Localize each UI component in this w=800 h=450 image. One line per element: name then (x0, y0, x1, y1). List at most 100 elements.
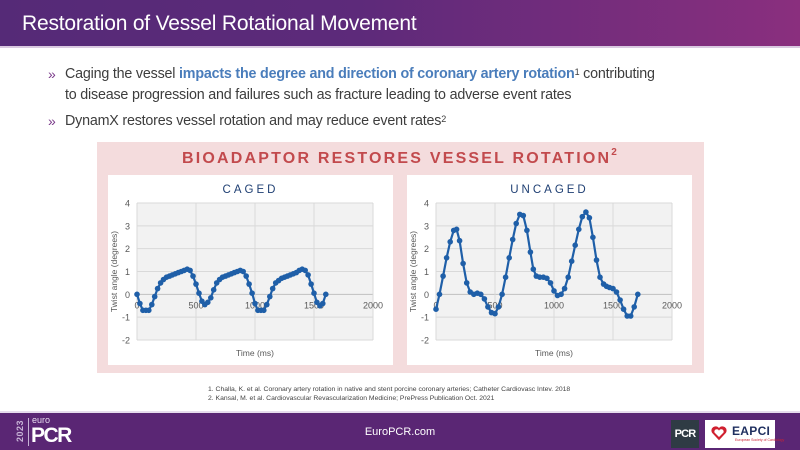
bullet-text: DynamX restores vessel rotation and may … (65, 111, 446, 132)
data-point (187, 267, 193, 274)
chart-title: CAGED (222, 184, 279, 196)
data-point (583, 209, 589, 215)
data-point (544, 275, 550, 282)
y-tick-label: -2 (122, 336, 130, 346)
chart-title: UNCAGED (510, 184, 589, 196)
footnote-ref: 2 (441, 114, 447, 124)
x-tick-label: 2000 (363, 300, 383, 310)
data-point (627, 313, 634, 319)
bullet-text-line2: to disease progression and failures such… (65, 87, 572, 103)
data-point (146, 307, 152, 314)
y-tick-label: -1 (421, 313, 429, 323)
data-point (252, 300, 258, 307)
data-point (620, 306, 627, 312)
data-point (506, 255, 512, 261)
data-point (617, 297, 623, 303)
y-tick-label: -1 (122, 313, 130, 323)
data-point (499, 291, 505, 298)
data-point (631, 304, 637, 310)
data-point (243, 273, 249, 279)
logo-pcr: PCR (31, 424, 72, 447)
x-axis-title: Time (ms) (535, 348, 573, 358)
reference-2: 2. Kansal, M. et al. Cardiovascular Reva… (208, 395, 495, 402)
data-point (196, 290, 202, 296)
data-point (264, 301, 270, 308)
data-point (137, 300, 143, 307)
data-point (551, 288, 557, 294)
chart-uncaged: UNCAGED 4 3 2 1 0 -1 -2 0 500 1000 1500 2000 Time (m… (407, 175, 692, 365)
data-point (267, 293, 273, 300)
data-point (558, 291, 564, 298)
data-point (481, 296, 488, 302)
data-point (246, 281, 252, 287)
heart-icon (711, 426, 727, 441)
footnote-ref: 1 (574, 67, 580, 77)
panel-title-text: BIOADAPTOR RESTORES VESSEL ROTATION (181, 150, 612, 167)
x-tick-label: 1500 (603, 300, 623, 310)
data-point (520, 212, 527, 219)
x-tick-label: 1500 (304, 300, 324, 310)
bullet-marker: » (48, 113, 56, 129)
y-axis-title: Twist angle (degrees) (408, 231, 418, 312)
y-tick-label: -2 (421, 336, 429, 346)
y-axis-title: Twist angle (degrees) (109, 231, 119, 312)
data-point (456, 237, 463, 244)
bullet-text-before: Caging the vessel (65, 66, 180, 82)
data-point (205, 299, 211, 306)
data-point (447, 239, 453, 245)
y-tick-label: 0 (125, 290, 130, 300)
data-point (261, 307, 267, 314)
x-tick-label: 2000 (662, 300, 682, 310)
data-point (269, 285, 276, 292)
page-title: Restoration of Vessel Rotational Movemen… (22, 12, 417, 35)
pcr-badge-logo: PCR (671, 420, 699, 448)
data-point (323, 291, 329, 298)
data-point (460, 260, 466, 267)
data-point (151, 293, 158, 300)
eapci-logo: EAPCI European Society of Cardiology (705, 420, 784, 448)
data-point (593, 257, 600, 263)
data-point (576, 226, 582, 233)
footer: 2023 euro PCR EuroPCR.com PCR EAPCI Euro… (0, 411, 800, 450)
data-point (547, 280, 554, 286)
data-point (572, 242, 578, 248)
footer-url[interactable]: EuroPCR.com (364, 426, 436, 438)
data-point (154, 285, 161, 292)
data-point (524, 227, 530, 234)
data-point (492, 310, 498, 317)
data-point (302, 267, 308, 274)
data-point (527, 249, 534, 255)
data-point (568, 258, 575, 264)
data-point (561, 285, 568, 292)
eapci-name: EAPCI (732, 424, 771, 438)
logo-euro: euro (32, 415, 51, 425)
data-point (597, 274, 603, 280)
x-tick-label: 0 (134, 300, 139, 310)
eapci-subtitle: European Society of Cardiology (735, 438, 785, 442)
data-point (613, 289, 620, 295)
y-tick-label: 3 (424, 221, 429, 231)
bullet-text: Caging the vessel impacts the degree and… (65, 64, 655, 85)
data-point (502, 274, 509, 280)
y-tick-label: 1 (125, 267, 130, 277)
data-point (495, 304, 502, 310)
x-tick-label: 500 (188, 300, 203, 310)
data-point (453, 226, 460, 233)
y-tick-label: 0 (424, 290, 429, 300)
data-point (190, 273, 196, 279)
x-tick-label: 500 (487, 300, 502, 310)
data-point (440, 273, 446, 279)
title-bar: Restoration of Vessel Rotational Movemen… (0, 0, 800, 48)
data-point (208, 295, 214, 301)
data-point (485, 304, 491, 310)
data-point (565, 274, 571, 280)
y-tick-label: 2 (125, 244, 130, 254)
x-axis-title: Time (ms) (236, 348, 274, 358)
data-point (513, 220, 519, 227)
y-tick-label: 1 (424, 267, 429, 277)
data-point (463, 280, 470, 286)
y-tick-label: 4 (125, 199, 130, 209)
data-point (509, 236, 516, 243)
